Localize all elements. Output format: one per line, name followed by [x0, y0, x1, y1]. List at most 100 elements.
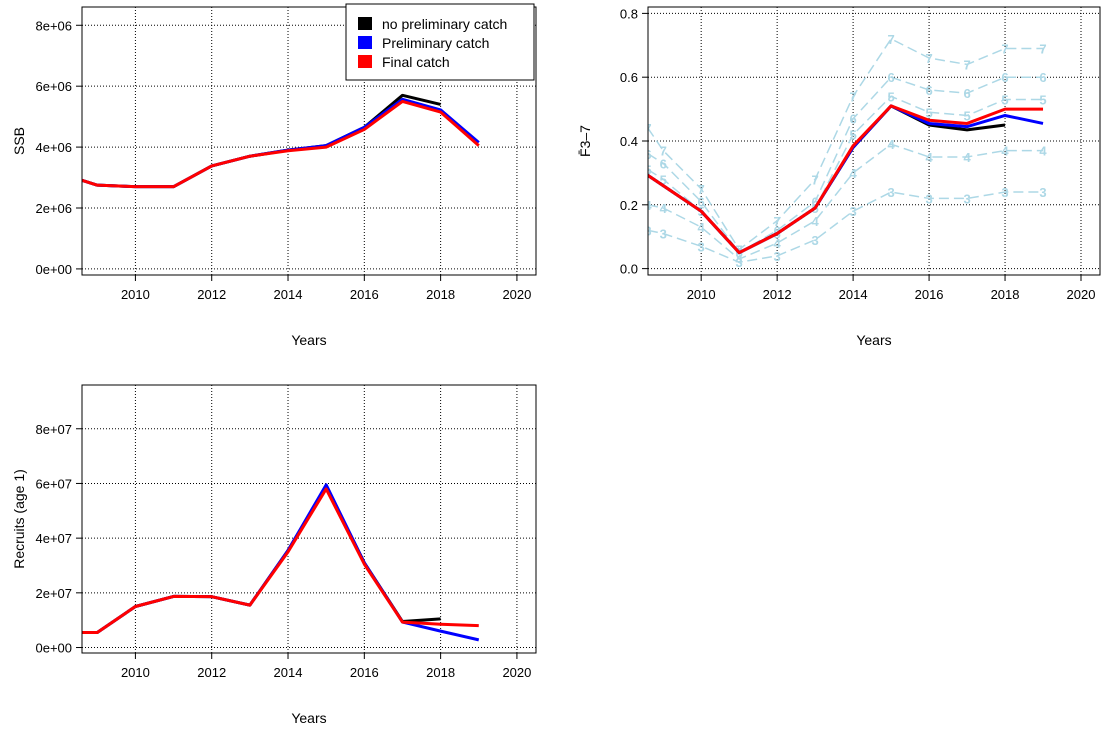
legend-swatch	[358, 17, 372, 30]
y-axis-label: Recruits (age 1)	[11, 469, 27, 569]
y-axis-label: SSB	[11, 127, 27, 155]
retro-point-label: 7	[774, 214, 781, 229]
y-tick-label: 0.8	[620, 6, 638, 21]
x-tick-label: 2010	[687, 287, 716, 302]
retro-point-label: 4	[698, 220, 706, 235]
x-tick-label: 2020	[1067, 287, 1096, 302]
y-tick-label: 2e+07	[35, 586, 72, 601]
retro-point-label: 4	[1001, 144, 1009, 159]
retro-point-label: 5	[660, 172, 667, 187]
y-tick-label: 4e+06	[35, 140, 72, 155]
retro-point-label: 3	[1001, 185, 1008, 200]
retro-point-label: 3	[1039, 185, 1046, 200]
x-tick-label: 2014	[839, 287, 868, 302]
retro-point-label: 4	[849, 166, 857, 181]
retro-point-label: 6	[925, 83, 932, 98]
retro-point-label: 3	[736, 255, 743, 270]
rec-panel: 2010 2012 2014 2016 2018 2020 0e+00 2e+07 4e+07 6…	[11, 384, 537, 726]
retro-point-label: 6	[812, 195, 819, 210]
retro-point-label: 5	[1039, 93, 1046, 108]
plot-frame	[647, 6, 1101, 276]
y-tick-label: 0.4	[620, 134, 638, 149]
retro-point-label: 4	[1039, 144, 1047, 159]
retro-point-label: 7	[644, 121, 651, 136]
x-tick-label: 2018	[991, 287, 1020, 302]
retro-point-label: 6	[1001, 70, 1008, 85]
legend-label: Final catch	[382, 54, 450, 70]
retro-point-label: 3	[644, 223, 651, 238]
retro-line-3	[648, 191, 1044, 264]
retro-point-label: 7	[698, 182, 705, 197]
x-tick-label: 2010	[121, 287, 150, 302]
retro-point-label: 4	[660, 201, 668, 216]
fbar-panel: 2010 2012 2014 2016 2018 2020 0.0 0.2 0.4 0.6 0.8 Y…	[577, 6, 1101, 348]
retro-point-label: 5	[887, 89, 894, 104]
x-axis-label: Years	[291, 710, 326, 726]
x-tick-label: 2010	[121, 665, 150, 680]
x-tick-label: 2020	[502, 287, 531, 302]
y-tick-label: 0.2	[620, 198, 638, 213]
retro-point-label: 5	[925, 105, 932, 120]
retro-line-4	[648, 143, 1044, 260]
retro-point-label: 5	[644, 163, 651, 178]
rec-data	[82, 483, 480, 642]
retro-point-label: 4	[887, 137, 895, 152]
retro-point-label: 5	[1001, 93, 1008, 108]
retro-point-label: 3	[963, 191, 970, 206]
y-tick-label: 8e+06	[35, 18, 72, 33]
y-axis-label: F̄3–7	[577, 125, 593, 157]
retro-point-label: 4	[644, 198, 652, 213]
x-tick-label: 2016	[915, 287, 944, 302]
retro-point-label: 6	[660, 156, 667, 171]
retro-point-label: 5	[963, 108, 970, 123]
series-line-final-catch	[648, 104, 1044, 255]
retro-point-label: 4	[736, 252, 744, 267]
legend-label: no preliminary catch	[382, 16, 507, 32]
retro-point-label: 6	[774, 223, 781, 238]
x-tick-label: 2018	[426, 665, 455, 680]
legend: no preliminary catch Preliminary catch Fin…	[345, 3, 535, 81]
retro-point-label: 7	[1039, 41, 1046, 56]
y-tick-label: 4e+07	[35, 531, 72, 546]
retro-point-label: 3	[887, 185, 894, 200]
retro-point-label: 3	[698, 239, 705, 254]
y-tick-label: 0e+00	[35, 262, 72, 277]
plot-frame	[81, 384, 537, 654]
retro-point-label: 4	[925, 150, 933, 165]
y-tick-label: 6e+06	[35, 79, 72, 94]
legend-swatch	[358, 55, 372, 68]
x-axis-label: Years	[291, 332, 326, 348]
retro-point-label: 3	[925, 191, 932, 206]
retro-point-label: 4	[812, 214, 820, 229]
retro-point-label: 4	[963, 150, 971, 165]
x-tick-label: 2012	[763, 287, 792, 302]
y-tick-label: 2e+06	[35, 201, 72, 216]
retro-point-label: 3	[660, 227, 667, 242]
retro-point-label: 7	[887, 32, 894, 47]
series-line-final-catch	[82, 487, 479, 634]
x-tick-label: 2012	[197, 287, 226, 302]
plot-frame	[81, 6, 537, 276]
ssb-panel: 2010 2012 2014 2016 2018 2020 0e+00 2e+06 4e+06 6…	[11, 3, 537, 348]
x-tick-label: 2020	[502, 665, 531, 680]
retro-point-label: 5	[849, 128, 856, 143]
retro-point-label: 6	[963, 86, 970, 101]
x-tick-label: 2012	[197, 665, 226, 680]
x-tick-label: 2018	[426, 287, 455, 302]
retro-point-label: 7	[736, 242, 743, 257]
retro-point-label: 7	[812, 172, 819, 187]
y-tick-label: 8e+07	[35, 422, 72, 437]
y-tick-label: 0.0	[620, 262, 638, 277]
retro-line-6	[648, 76, 1044, 254]
y-tick-label: 0.6	[620, 70, 638, 85]
x-axis-label: Years	[856, 332, 891, 348]
retro-point-label: 6	[887, 70, 894, 85]
retro-point-label: 4	[774, 236, 782, 251]
retro-point-label: 6	[1039, 70, 1046, 85]
retro-point-label: 3	[774, 249, 781, 264]
retro-point-label: 3	[812, 233, 819, 248]
y-tick-label: 6e+07	[35, 476, 72, 491]
x-tick-label: 2016	[350, 665, 379, 680]
